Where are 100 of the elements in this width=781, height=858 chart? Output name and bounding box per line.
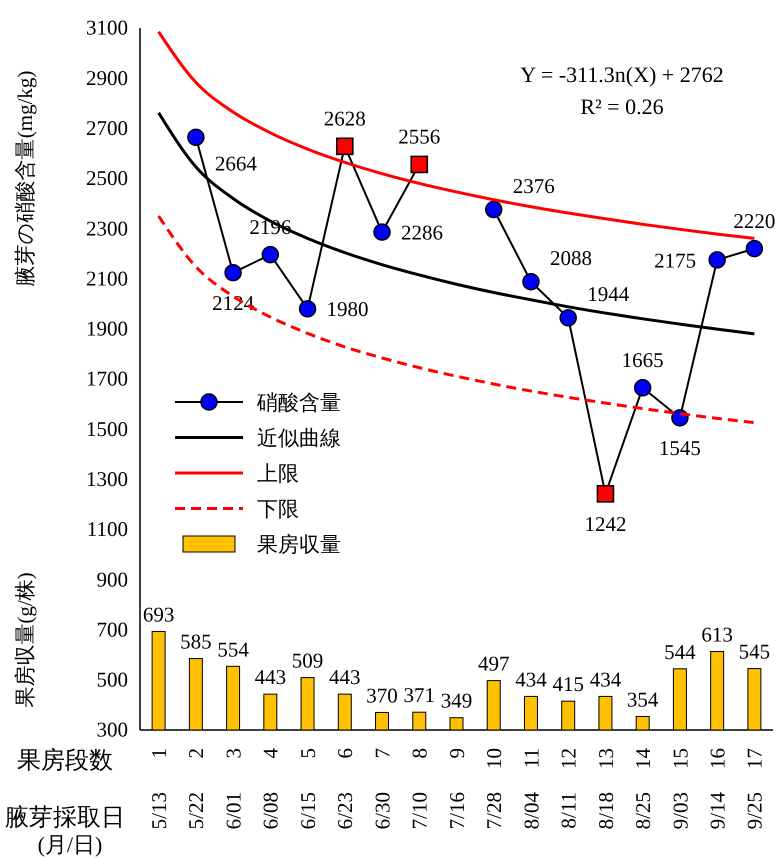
data-label: 613 (701, 622, 733, 647)
data-label: 1944 (587, 282, 630, 306)
point (336, 138, 354, 156)
data-label: 2628 (324, 106, 366, 131)
data-label: 371 (404, 683, 436, 708)
x-tick-label: 17 (742, 748, 767, 769)
text: 5/13 (146, 792, 171, 830)
point (559, 309, 577, 327)
text: 6/15 (296, 792, 320, 830)
point (746, 240, 764, 258)
x-tick-label: 5 (296, 748, 320, 758)
x-axis-title: 果房段数 (17, 747, 113, 774)
x-tick-label: 14 (631, 748, 656, 769)
data-label: 554 (217, 637, 250, 662)
x-tick-label: 11 (519, 748, 544, 768)
point (187, 128, 205, 146)
text: 6/30 (370, 792, 394, 830)
point (596, 485, 614, 503)
y-tick-label: 1900 (86, 316, 128, 341)
data-label: 2376 (512, 174, 555, 198)
text: (月/日) (38, 832, 102, 857)
data-label: 2556 (398, 124, 440, 149)
x-tick-label: 7 (370, 748, 394, 758)
y-tick-label: 2500 (86, 166, 128, 190)
data-label: 545 (738, 640, 770, 664)
text: 6/23 (333, 792, 358, 830)
x-tick-label: 15 (668, 748, 692, 769)
data-label: 1665 (622, 348, 664, 372)
text: 7/16 (444, 792, 469, 830)
annotation: Y = -311.3n(X) + 2762 (520, 62, 724, 87)
legend-label: 硝酸含量 (256, 390, 341, 414)
y-tick-label: 2100 (86, 266, 128, 290)
x-tick-label: 12 (556, 748, 581, 769)
data-label: 434 (515, 667, 548, 692)
data-label: 544 (664, 640, 696, 664)
text: 5/22 (184, 792, 208, 830)
data-label: 2175 (654, 248, 696, 272)
text: 6/08 (258, 792, 283, 830)
text: 8/25 (631, 792, 656, 830)
data-label: 349 (440, 688, 472, 713)
data-label: 434 (590, 667, 622, 692)
data-label: 509 (292, 648, 324, 673)
text: 腋芽採取日 (5, 804, 125, 831)
y-tick-label: 2300 (86, 216, 128, 240)
text: 9/14 (705, 792, 730, 830)
y-tick-label: 1300 (86, 467, 128, 492)
text: 6/01 (221, 792, 246, 830)
annotation: R² = 0.26 (580, 94, 664, 119)
point (410, 156, 428, 174)
data-label: 585 (180, 630, 212, 654)
data-label: 443 (254, 665, 286, 690)
x-tick-label: 1 (146, 748, 171, 758)
text: 果房収量(g/株) (13, 572, 37, 708)
data-label: 1980 (326, 297, 369, 322)
data-label: 354 (626, 687, 659, 712)
x-tick-label: 4 (258, 748, 283, 758)
y-tick-label: 1500 (86, 416, 128, 441)
y-tick-label: 300 (96, 718, 128, 742)
y-tick-label: 1700 (86, 366, 128, 391)
data-label: 2220 (733, 208, 776, 233)
data-label: 1545 (658, 436, 701, 460)
x-tick-label: 9 (444, 748, 469, 758)
x-tick-label: 8 (408, 748, 432, 758)
text: 8/04 (519, 792, 544, 830)
data-label: 2664 (214, 152, 258, 176)
data-label: 1242 (584, 512, 626, 536)
data-label: 2286 (401, 220, 444, 244)
legend-label: 近似曲線 (257, 426, 341, 450)
y-tick-label: 700 (96, 617, 128, 642)
x-tick-label: 2 (184, 748, 208, 758)
y-tick-label: 1100 (86, 517, 128, 542)
data-label: 443 (329, 665, 361, 690)
point (634, 379, 652, 396)
text: 7/28 (482, 792, 506, 830)
point (485, 200, 502, 218)
point (708, 251, 726, 269)
y-tick-label: 3100 (86, 16, 128, 40)
legend-label: 下限 (257, 496, 299, 521)
x-tick-label: 3 (221, 748, 246, 758)
text: 9/03 (668, 792, 692, 830)
text: 7/10 (408, 792, 432, 830)
point (298, 300, 316, 318)
data-label: 2088 (550, 246, 592, 270)
point (522, 273, 540, 290)
x-tick-label: 13 (594, 748, 618, 769)
data-label: 415 (552, 672, 584, 696)
y-tick-label: 900 (96, 567, 128, 592)
legend-label: 上限 (257, 461, 299, 486)
y-axis-title: 腋芽の硝酸含量(mg/kg) (13, 70, 37, 286)
data-label: 693 (142, 602, 174, 626)
y-tick-label: 2900 (86, 66, 128, 90)
text: 9/25 (742, 792, 767, 830)
x-tick-label: 16 (705, 748, 730, 769)
point (224, 264, 242, 282)
x-tick-label: 6 (333, 748, 358, 758)
data-label: 370 (366, 683, 398, 708)
data-label: 497 (478, 652, 510, 676)
text: 8/18 (594, 792, 618, 830)
x-tick-label: 10 (482, 748, 506, 769)
text: 8/11 (556, 792, 581, 829)
